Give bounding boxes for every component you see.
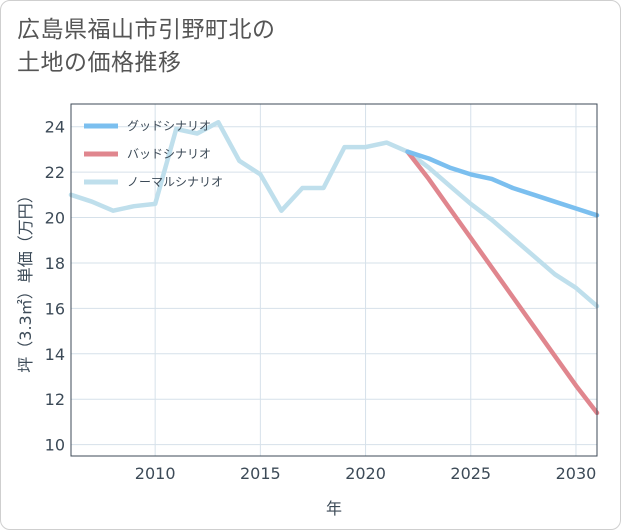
y-tick-label: 22 (45, 163, 65, 182)
y-axis-title: 坪（3.3㎡）単価（万円） (16, 187, 35, 372)
chart-title: 広島県福山市引野町北の 土地の価格推移 (17, 14, 276, 80)
series-line-0[interactable] (405, 149, 600, 218)
plot-frame (70, 103, 598, 457)
x-tick-label: 2015 (240, 464, 281, 483)
series-line-1[interactable] (405, 149, 600, 416)
y-tick-label: 14 (45, 345, 65, 364)
x-tick-label: 2020 (345, 464, 386, 483)
y-tick-label: 18 (45, 254, 65, 273)
legend-label[interactable]: バッドシナリオ (127, 147, 211, 161)
x-tick-label: 2030 (556, 464, 597, 483)
y-tick-label: 10 (45, 436, 65, 455)
y-tick-label: 24 (45, 118, 65, 137)
y-tick-label: 12 (45, 390, 65, 409)
series-line-2[interactable] (68, 119, 600, 309)
title-line-1: 広島県福山市引野町北の (17, 17, 276, 43)
x-axis-title: 年 (326, 499, 342, 518)
legend-label[interactable]: ノーマルシナリオ (127, 175, 223, 189)
axis-ticks: 2010 2015 2020 2025 2030 10 12 14 16 18 20 22 24 (45, 118, 597, 483)
legend-label[interactable]: グッドシナリオ (127, 119, 211, 133)
x-tick-label: 2025 (450, 464, 491, 483)
x-tick-label: 2010 (135, 464, 176, 483)
title-line-2: 土地の価格推移 (17, 50, 182, 76)
y-tick-label: 20 (45, 209, 65, 228)
y-tick-label: 16 (45, 299, 65, 318)
series-layer (68, 119, 600, 416)
